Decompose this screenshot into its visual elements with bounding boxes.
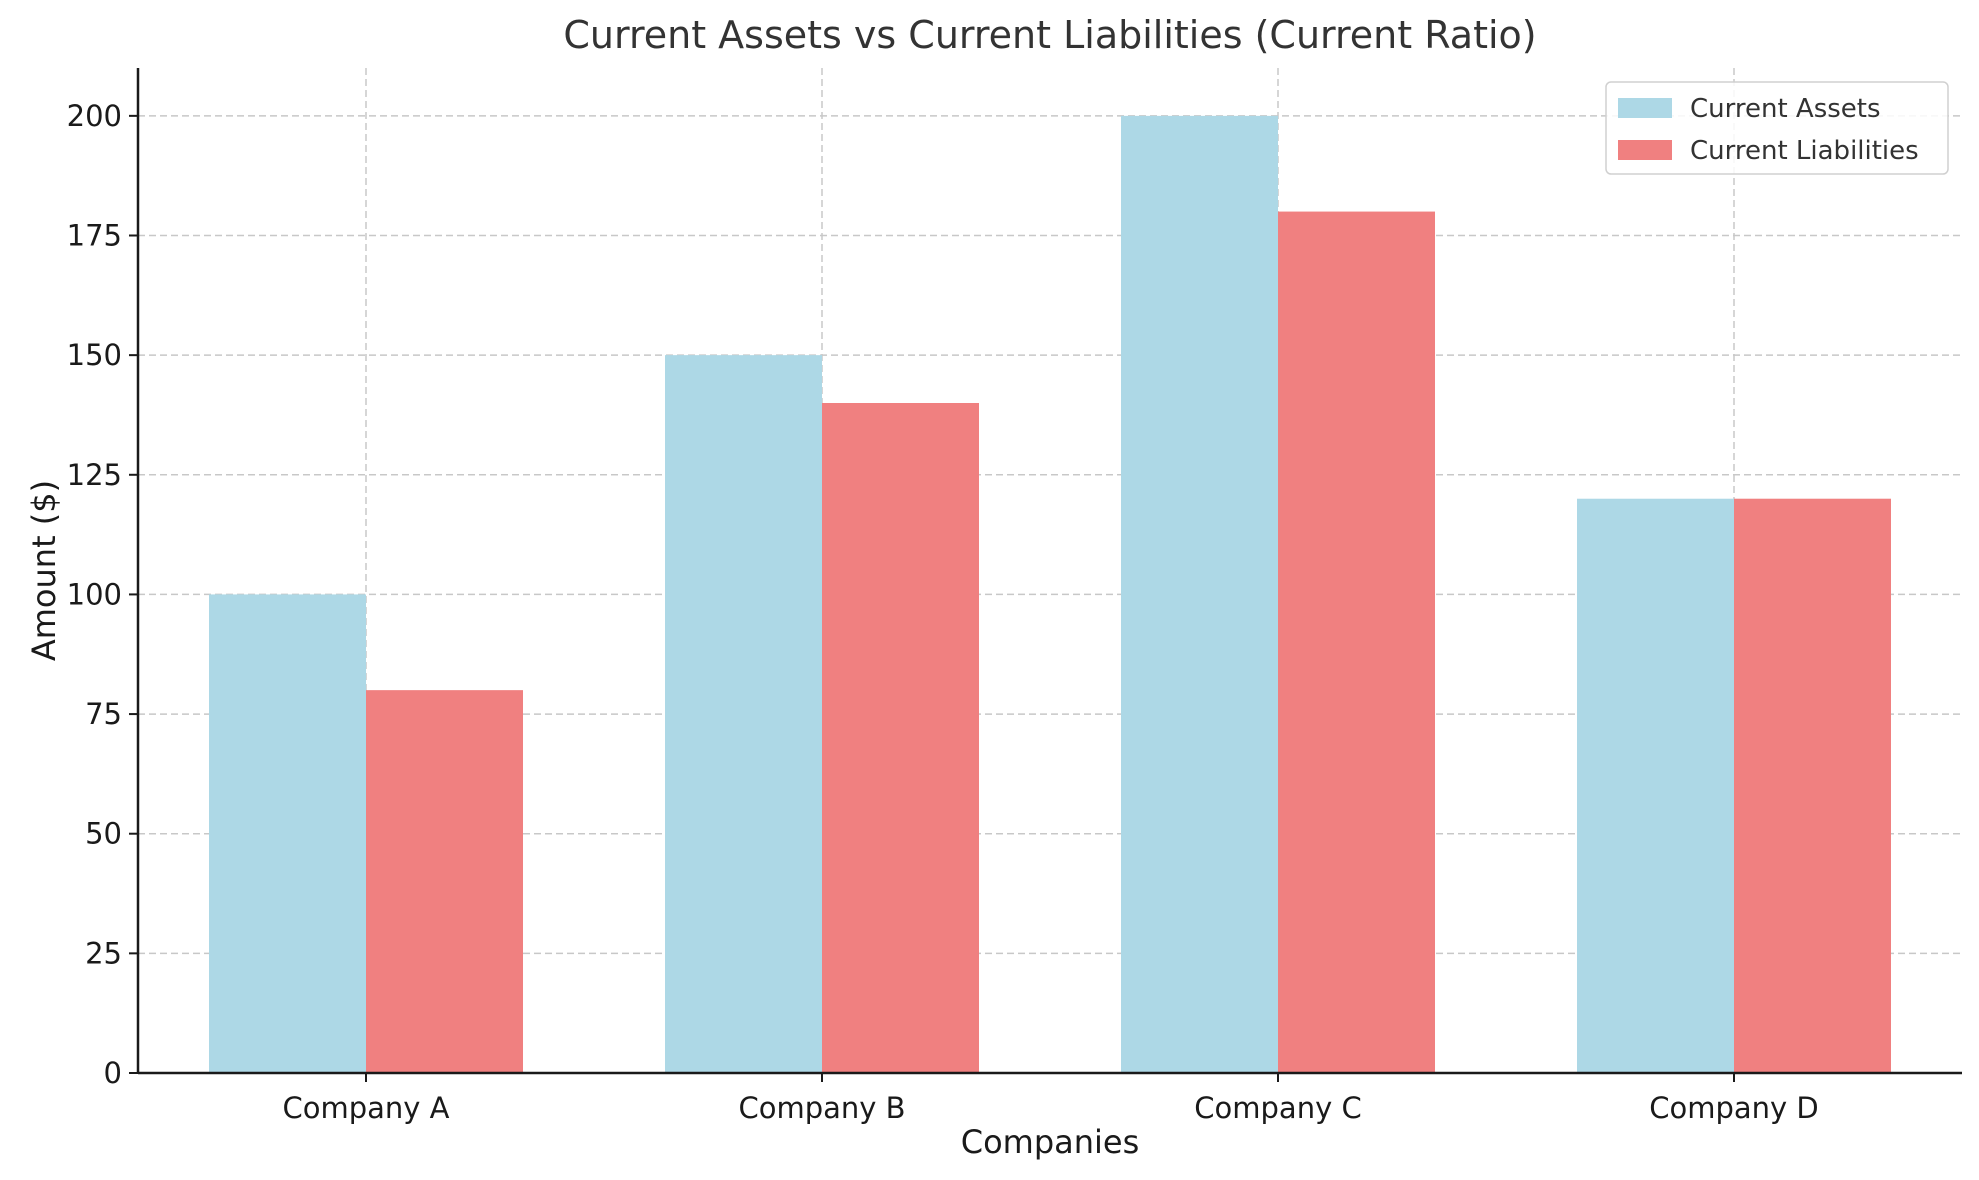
bar-current-liabilities-company-d bbox=[1734, 498, 1891, 1073]
y-tick-label: 175 bbox=[67, 219, 122, 253]
y-tick-label: 75 bbox=[85, 697, 122, 731]
y-tick-label: 100 bbox=[67, 577, 122, 611]
x-tick-label-company-c: Company C bbox=[1194, 1091, 1361, 1125]
legend-label-current-assets: Current Assets bbox=[1690, 94, 1881, 124]
x-tick-label-company-d: Company D bbox=[1649, 1091, 1819, 1125]
y-tick-label: 125 bbox=[67, 458, 122, 492]
y-tick-label: 50 bbox=[85, 817, 122, 851]
legend-box bbox=[1605, 81, 1949, 175]
bar-current-liabilities-company-c bbox=[1278, 211, 1435, 1074]
x-tick-label-company-a: Company A bbox=[282, 1091, 449, 1125]
bar-current-liabilities-company-a bbox=[366, 690, 523, 1073]
legend-swatch-current-liabilities bbox=[1618, 140, 1672, 160]
bar-current-assets-company-b bbox=[665, 355, 822, 1074]
y-tick-label: 0 bbox=[104, 1056, 122, 1090]
chart-title: Current Assets vs Current Liabilities (C… bbox=[563, 13, 1536, 57]
bar-current-liabilities-company-b bbox=[822, 403, 979, 1073]
bar-current-assets-company-c bbox=[1121, 115, 1278, 1074]
legend-swatch-current-assets bbox=[1618, 98, 1672, 118]
bars-layer bbox=[209, 115, 1891, 1074]
y-tick-label: 25 bbox=[85, 936, 122, 970]
y-axis-title: Amount ($) bbox=[25, 480, 63, 661]
legend-label-current-liabilities: Current Liabilities bbox=[1690, 136, 1919, 166]
x-tick-label-company-b: Company B bbox=[738, 1091, 905, 1125]
x-ticks: Company A Company B Company C Company D bbox=[282, 1073, 1819, 1125]
bar-current-assets-company-a bbox=[209, 594, 366, 1073]
x-axis-title: Companies bbox=[961, 1123, 1140, 1161]
bar-current-assets-company-d bbox=[1577, 498, 1734, 1073]
legend: Current Assets Current Liabilities bbox=[1605, 81, 1949, 175]
y-tick-label: 150 bbox=[67, 338, 122, 372]
y-tick-label: 200 bbox=[67, 99, 122, 133]
y-ticks: 0 25 50 75 100 125 150 175 200 bbox=[67, 99, 138, 1090]
